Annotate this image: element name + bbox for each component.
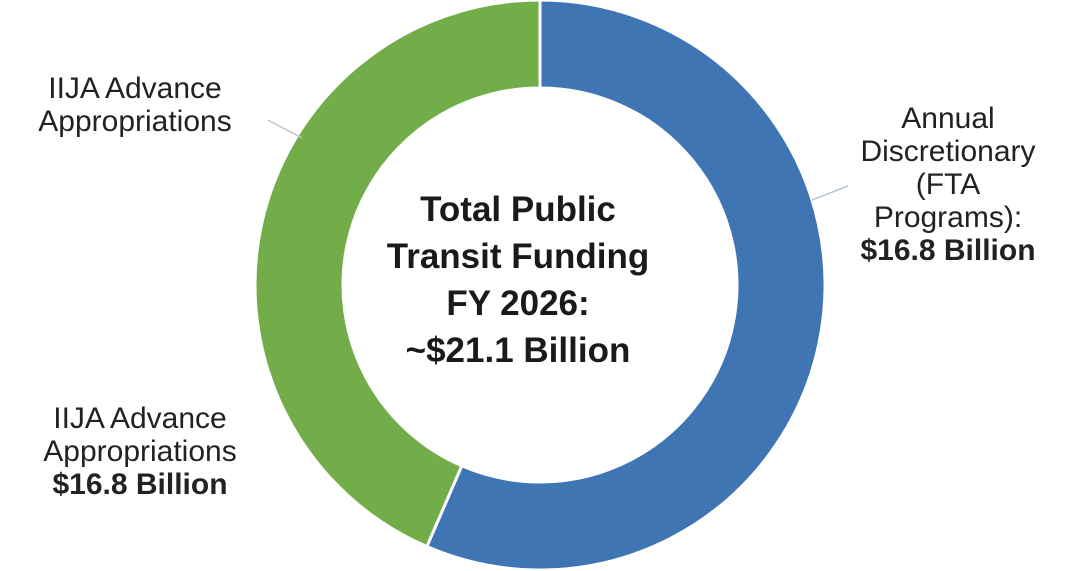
leader-line-top-left	[267, 119, 303, 139]
label-line: IIJA Advance	[53, 402, 227, 435]
label-line: Appropriations	[38, 105, 232, 138]
donut-slice-iija-advance	[253, 0, 542, 549]
label-annual-discretionary: Annual Discretionary (FTA Programs): $16…	[830, 102, 1066, 267]
label-line: Programs):	[873, 201, 1023, 234]
center-title-line: Total Public	[420, 190, 616, 229]
label-value: $16.8 Billion	[52, 468, 228, 501]
center-title-line: FY 2026:	[446, 284, 590, 323]
label-line: IIJA Advance	[48, 72, 222, 105]
donut-slice-annual-discretionary	[424, 0, 827, 571]
center-title-total: ~$21.1 Billion	[405, 331, 631, 370]
leader-line-right	[811, 185, 849, 201]
center-title-line: Transit Funding	[386, 237, 650, 276]
center-title: Total Public Transit Funding FY 2026: ~$…	[348, 186, 688, 374]
label-line: Appropriations	[43, 435, 237, 468]
label-line: Discretionary	[860, 135, 1036, 168]
label-iija-bottom: IIJA Advance Appropriations $16.8 Billio…	[0, 402, 280, 501]
label-iija-top: IIJA Advance Appropriations	[0, 72, 270, 138]
label-line: (FTA	[915, 168, 981, 201]
label-line: Annual	[901, 102, 995, 135]
label-value: $16.8 Billion	[860, 234, 1036, 267]
